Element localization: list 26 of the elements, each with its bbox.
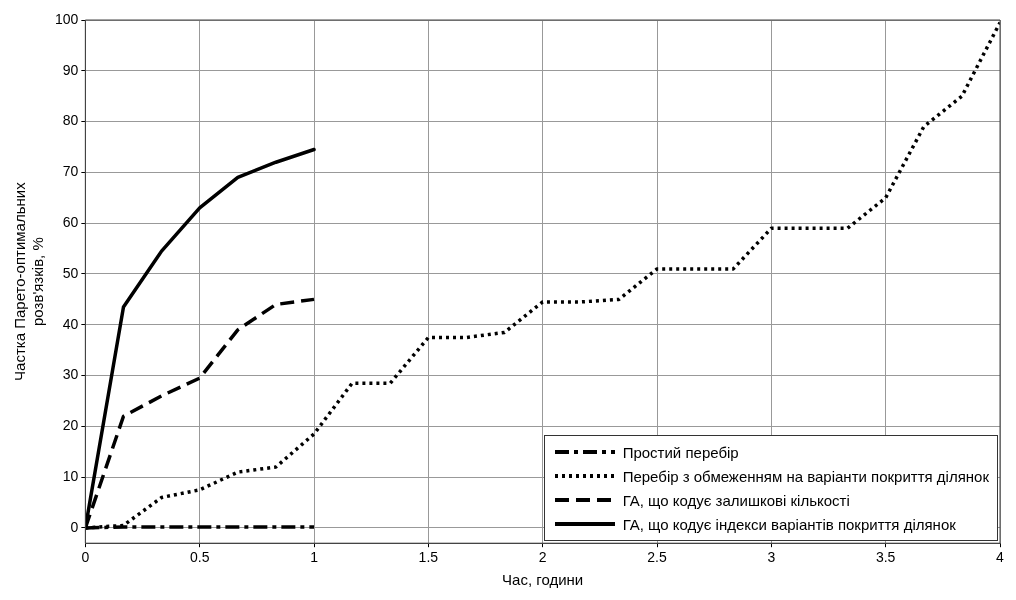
y-tick-label: 60	[62, 214, 79, 231]
x-tick-label: 1	[310, 549, 319, 566]
y-tick-label: 80	[62, 112, 79, 129]
y-tick-label: 20	[62, 417, 79, 434]
y-tick-label: 40	[62, 315, 79, 332]
y-tick-label: 90	[62, 61, 79, 78]
x-tick-label: 2.5	[647, 549, 667, 566]
y-tick-label: 70	[62, 163, 79, 180]
y-axis-title: Частка Парето-оптимальних розв'язків, %	[11, 181, 47, 381]
legend-label: Перебір з обмеженням на варіанти покриття ділянок	[622, 467, 989, 485]
x-tick-label: 4	[996, 549, 1005, 566]
y-tick-label: 0	[70, 518, 79, 535]
x-tick-label: 1.5	[418, 549, 439, 566]
x-tick-label: 3.5	[875, 549, 896, 566]
y-tick-label: 10	[62, 468, 79, 485]
y-tick-label: 30	[62, 366, 79, 383]
x-axis-title: Час, години	[502, 571, 584, 589]
x-tick-label: 3	[767, 549, 776, 566]
x-tick-label: 0.5	[189, 549, 210, 566]
legend-label: ГА, що кодує індекси варіантів покриття ділянок	[622, 515, 956, 533]
legend-label: ГА, що кодує залишкові кількості	[622, 491, 850, 509]
x-tick-label: 0	[81, 549, 90, 566]
y-tick-label: 100	[55, 10, 79, 27]
x-tick-label: 2	[538, 549, 547, 566]
y-tick-label: 50	[62, 264, 79, 281]
legend-label: Простий перебір	[622, 443, 739, 461]
